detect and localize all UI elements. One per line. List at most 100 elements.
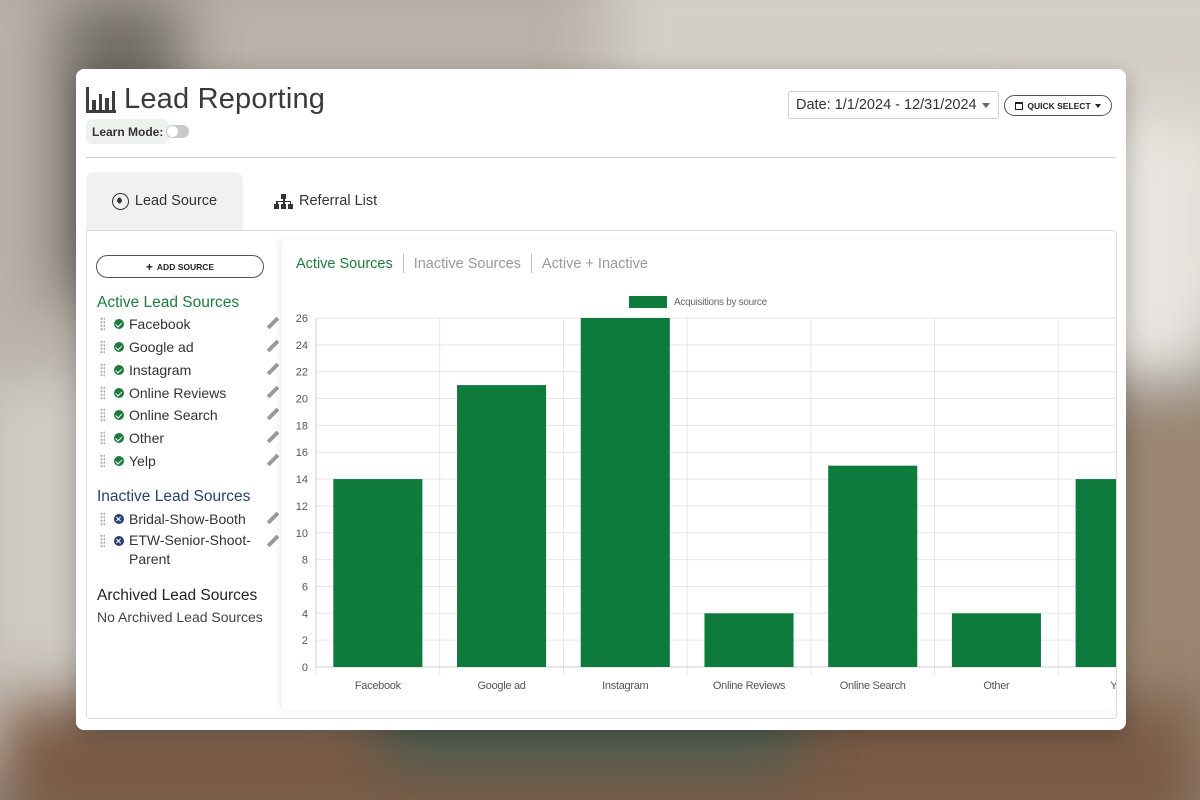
- add-source-label: ADD SOURCE: [156, 261, 215, 272]
- list-item[interactable]: ETW-Senior-Shoot-Parent: [100, 531, 268, 571]
- source-name: Yelp: [129, 453, 156, 469]
- bar[interactable]: [704, 613, 794, 667]
- chart-legend[interactable]: Acquisitions by source: [629, 296, 767, 308]
- y-tick-label: 20: [296, 394, 308, 406]
- list-item[interactable]: Instagram: [100, 359, 268, 381]
- bar[interactable]: [951, 613, 1041, 667]
- list-item[interactable]: Online Search: [100, 404, 268, 426]
- tab-content: [86, 230, 1117, 719]
- check-circle-icon: [114, 433, 124, 443]
- legend-swatch: [629, 296, 667, 308]
- learn-mode: Learn Mode:: [86, 119, 170, 144]
- y-tick-label: 26: [296, 313, 308, 325]
- drag-handle-icon[interactable]: [100, 386, 105, 400]
- bar[interactable]: [828, 465, 918, 667]
- drag-handle-icon[interactable]: [100, 408, 105, 422]
- y-tick-label: 14: [296, 474, 308, 486]
- source-filter-tabs: Active Sources Inactive Sources Active +…: [296, 254, 658, 273]
- archived-empty-text: No Archived Lead Sources: [97, 609, 263, 625]
- learn-mode-toggle[interactable]: [166, 125, 189, 138]
- bar[interactable]: [457, 385, 547, 667]
- list-item[interactable]: Bridal-Show-Booth: [100, 508, 268, 530]
- source-name: Facebook: [129, 316, 191, 332]
- y-tick-label: 0: [302, 662, 308, 674]
- x-circle-icon: [114, 514, 124, 524]
- y-tick-label: 10: [296, 528, 308, 540]
- active-sources-title: Active Lead Sources: [97, 294, 240, 311]
- quick-select-label: QUICK SELECT: [1027, 100, 1091, 111]
- y-tick-label: 22: [296, 367, 308, 379]
- x-tick-label: Online Search: [840, 680, 906, 692]
- header-divider: [86, 157, 1116, 158]
- y-tick-label: 8: [302, 555, 308, 567]
- tab-lead-source[interactable]: Lead Source: [86, 172, 243, 230]
- archived-sources-title: Archived Lead Sources: [97, 587, 258, 604]
- page-title: Lead Reporting: [124, 83, 326, 115]
- tab-active-sources[interactable]: Active Sources: [296, 255, 393, 272]
- tab-label: Referral List: [299, 193, 378, 209]
- x-tick-label: Instagram: [602, 680, 648, 692]
- y-tick-label: 24: [296, 340, 308, 352]
- y-tick-label: 18: [296, 420, 308, 432]
- source-name: Other: [129, 430, 165, 446]
- bar[interactable]: [1075, 479, 1116, 667]
- drag-handle-icon[interactable]: [100, 431, 105, 445]
- plus-icon: +: [145, 259, 153, 274]
- check-circle-icon: [114, 456, 124, 466]
- x-tick-label: Other: [983, 680, 1010, 692]
- drag-handle-icon[interactable]: [100, 363, 105, 377]
- drag-handle-icon[interactable]: [100, 534, 105, 548]
- compass-icon: [111, 192, 129, 210]
- lead-reporting-panel: Lead Reporting Learn Mode: Date: 1/1/202…: [76, 69, 1126, 730]
- tab-label: Lead Source: [134, 193, 218, 209]
- date-range-value: Date: 1/1/2024 - 12/31/2024: [796, 97, 977, 113]
- learn-mode-label: Learn Mode:: [92, 124, 164, 139]
- source-name: Online Search: [129, 407, 218, 423]
- check-circle-icon: [114, 342, 124, 352]
- drag-handle-icon[interactable]: [100, 454, 105, 468]
- calendar-icon: [1015, 101, 1024, 110]
- legend-label: Acquisitions by source: [674, 296, 767, 308]
- x-circle-icon: [114, 536, 124, 546]
- list-item[interactable]: Facebook: [100, 313, 268, 335]
- y-tick-label: 6: [302, 581, 308, 593]
- caret-down-icon: [982, 103, 990, 108]
- source-name: Bridal-Show-Booth: [129, 511, 246, 527]
- y-tick-label: 12: [296, 501, 308, 513]
- x-tick-label: Facebook: [355, 680, 402, 692]
- quick-select-button[interactable]: QUICK SELECT: [1004, 95, 1112, 116]
- check-circle-icon: [114, 319, 124, 329]
- x-tick-label: Yelp: [1110, 680, 1116, 692]
- drag-handle-icon[interactable]: [100, 340, 105, 354]
- tab-active-inactive[interactable]: Active + Inactive: [541, 255, 648, 272]
- list-item[interactable]: Yelp: [100, 450, 268, 472]
- add-source-button[interactable]: + ADD SOURCE: [96, 255, 264, 278]
- date-range-select[interactable]: Date: 1/1/2024 - 12/31/2024: [788, 91, 999, 119]
- x-tick-label: Online Reviews: [713, 680, 786, 692]
- caret-down-icon: [1094, 103, 1101, 108]
- bar-chart-icon: [86, 86, 116, 113]
- tab-inactive-sources[interactable]: Inactive Sources: [413, 255, 521, 272]
- y-tick-label: 4: [302, 608, 308, 620]
- source-name: Online Reviews: [129, 385, 227, 401]
- source-name: Google ad: [129, 339, 194, 355]
- source-name: Instagram: [129, 362, 192, 378]
- tab-referral-list[interactable]: Referral List: [274, 172, 394, 230]
- source-name: ETW-Senior-Shoot-Parent: [129, 532, 251, 567]
- check-circle-icon: [114, 365, 124, 375]
- y-tick-label: 2: [302, 635, 308, 647]
- check-circle-icon: [114, 388, 124, 398]
- list-item[interactable]: Other: [100, 427, 268, 449]
- drag-handle-icon[interactable]: [100, 512, 105, 526]
- bar[interactable]: [580, 318, 670, 667]
- separator: [402, 254, 404, 273]
- separator: [530, 254, 532, 273]
- inactive-sources-title: Inactive Lead Sources: [97, 488, 251, 505]
- x-tick-label: Google ad: [478, 680, 526, 692]
- list-item[interactable]: Google ad: [100, 336, 268, 358]
- list-item[interactable]: Online Reviews: [100, 382, 268, 404]
- sitemap-icon: [274, 193, 293, 209]
- bar[interactable]: [333, 479, 423, 667]
- drag-handle-icon[interactable]: [100, 317, 105, 331]
